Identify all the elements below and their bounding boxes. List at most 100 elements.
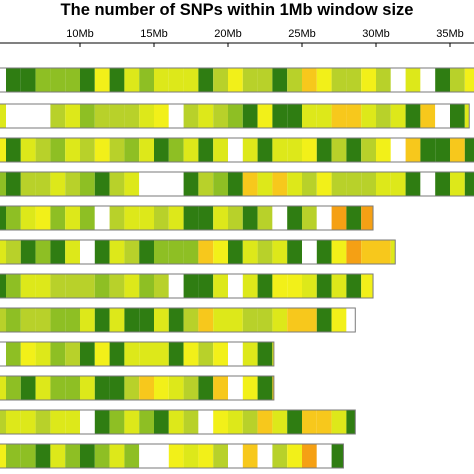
- window-cell: [109, 274, 125, 298]
- window-cell: [316, 68, 332, 92]
- window-cell: [183, 68, 199, 92]
- window-cell: [50, 410, 66, 434]
- window-cell: [316, 172, 332, 196]
- window-cell: [272, 104, 288, 128]
- window-cell: [272, 444, 288, 468]
- chromosome-bar: [0, 67, 474, 93]
- window-cell: [213, 410, 228, 434]
- window-cell: [213, 138, 228, 162]
- window-cell: [6, 240, 21, 264]
- window-cell: [50, 342, 66, 366]
- window-cell: [287, 68, 302, 92]
- window-cell: [94, 274, 110, 298]
- window-cell: [228, 138, 243, 162]
- window-cell: [80, 68, 95, 92]
- window-cell: [272, 376, 274, 400]
- chromosome-outline: [0, 205, 374, 231]
- window-cell: [50, 376, 66, 400]
- window-cell: [257, 342, 273, 366]
- window-cell: [154, 342, 169, 366]
- window-cell: [65, 376, 80, 400]
- window-cell: [198, 410, 214, 434]
- window-cell: [6, 68, 21, 92]
- window-cell: [0, 342, 6, 366]
- window-cell: [6, 410, 21, 434]
- window-cell: [65, 444, 80, 468]
- window-cell: [198, 274, 214, 298]
- window-cell: [20, 308, 36, 332]
- window-cell: [109, 172, 125, 196]
- window-cell: [20, 240, 36, 264]
- window-cell: [331, 240, 347, 264]
- window-cell: [65, 410, 80, 434]
- chromosome-outline: [0, 171, 474, 197]
- chromosome-bar: [0, 375, 275, 401]
- window-cell: [35, 410, 51, 434]
- window-cell: [228, 274, 243, 298]
- window-cell: [464, 138, 474, 162]
- window-cell: [302, 274, 317, 298]
- window-cell: [331, 274, 347, 298]
- window-cell: [109, 138, 125, 162]
- window-cell: [376, 240, 391, 264]
- window-cell: [109, 308, 125, 332]
- window-cell: [154, 206, 169, 230]
- window-cell: [213, 206, 228, 230]
- chromosome-bar: [0, 239, 396, 265]
- window-cell: [228, 68, 243, 92]
- window-cell: [213, 444, 228, 468]
- window-cell: [242, 274, 258, 298]
- window-cell: [346, 172, 362, 196]
- window-cell: [0, 138, 6, 162]
- window-cell: [0, 104, 6, 128]
- window-cell: [94, 138, 110, 162]
- window-cell: [183, 104, 199, 128]
- window-cell: [0, 376, 6, 400]
- window-cell: [35, 444, 51, 468]
- window-cell: [50, 68, 66, 92]
- window-cell: [420, 104, 436, 128]
- window-cell: [35, 172, 51, 196]
- window-cell: [124, 104, 140, 128]
- window-cell: [139, 68, 154, 92]
- chromosome-outline: [0, 103, 470, 129]
- window-cell: [35, 138, 51, 162]
- window-cell: [376, 104, 391, 128]
- window-cell: [50, 206, 66, 230]
- window-cell: [242, 376, 258, 400]
- window-cell: [183, 342, 199, 366]
- window-cell: [35, 342, 51, 366]
- window-cell: [109, 240, 125, 264]
- window-cell: [302, 410, 317, 434]
- chromosome-outline: [0, 409, 356, 435]
- window-cell: [139, 172, 154, 196]
- window-cell: [124, 342, 140, 366]
- window-cell: [464, 68, 474, 92]
- chart-title: The number of SNPs within 1Mb window siz…: [60, 1, 414, 19]
- window-cell: [168, 138, 184, 162]
- window-cell: [213, 104, 228, 128]
- window-cell: [346, 104, 362, 128]
- window-cell: [124, 240, 140, 264]
- window-cell: [183, 410, 199, 434]
- window-cell: [316, 308, 332, 332]
- window-cell: [6, 342, 21, 366]
- window-cell: [154, 410, 169, 434]
- window-cell: [257, 104, 273, 128]
- window-cell: [94, 206, 110, 230]
- window-cell: [183, 138, 199, 162]
- window-cell: [0, 444, 6, 468]
- window-cell: [213, 68, 228, 92]
- chromosome-bar: [0, 171, 474, 197]
- window-cell: [331, 68, 347, 92]
- window-cell: [198, 104, 214, 128]
- window-cell: [316, 104, 332, 128]
- window-cell: [139, 410, 154, 434]
- window-cell: [65, 240, 80, 264]
- window-cell: [287, 138, 302, 162]
- window-cell: [257, 68, 273, 92]
- window-cell: [331, 444, 344, 468]
- window-cell: [242, 240, 258, 264]
- window-cell: [80, 444, 95, 468]
- x-tick-label: 25Mb: [288, 28, 316, 40]
